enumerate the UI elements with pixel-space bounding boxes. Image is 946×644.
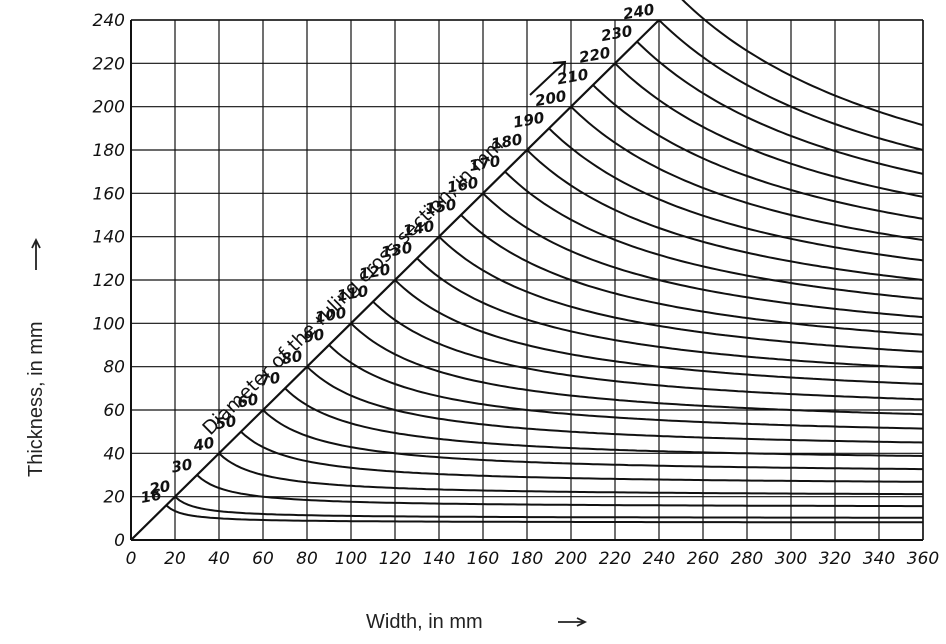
curve-label: 190 (512, 109, 546, 132)
y-axis-arrow-icon (31, 237, 41, 270)
x-tick-label: 320 (819, 549, 851, 569)
curve-label: 200 (534, 87, 568, 110)
diagonal-label: Diameter of the ruling cross section, in… (198, 134, 508, 440)
x-tick-label: 180 (511, 549, 543, 569)
curve-d210 (592, 84, 924, 220)
curve-d70 (284, 387, 924, 457)
curve-label: 110 (336, 282, 370, 305)
curve-label: 170 (468, 152, 502, 175)
y-tick-label: 140 (93, 228, 125, 248)
curve-d150 (460, 214, 924, 336)
x-tick-label: 140 (423, 549, 455, 569)
curve-label: 130 (380, 239, 414, 262)
curve-d20 (174, 495, 923, 519)
y-tick-label: 20 (103, 488, 125, 508)
x-tick-label: 340 (863, 549, 895, 569)
x-tick-label: 120 (379, 549, 411, 569)
x-axis-title: Width, in mm (366, 611, 483, 633)
curve-d90 (328, 344, 924, 430)
x-tick-label: 280 (731, 549, 763, 569)
curve-d100 (350, 322, 924, 416)
curve-label: 240 (622, 0, 656, 23)
curve-d220 (614, 62, 924, 198)
curve-d190 (548, 127, 924, 262)
curve-label: 16 (139, 486, 163, 507)
x-tick-label: 160 (467, 549, 499, 569)
y-tick-label: 200 (93, 98, 125, 118)
x-tick-label: 60 (252, 549, 274, 569)
curve-label: 80 (280, 347, 304, 368)
curve-label: 60 (236, 390, 260, 411)
curve-d140 (438, 235, 924, 353)
curve-d160 (482, 192, 924, 319)
y-tick-label: 80 (103, 358, 125, 378)
x-tick-label: 240 (643, 549, 675, 569)
curve-label: 160 (446, 174, 480, 197)
curve-d200 (570, 105, 924, 241)
curve-d130 (416, 257, 924, 370)
curve-label: 40 (191, 434, 216, 456)
x-axis-arrow-icon (558, 617, 588, 627)
curve-label: 140 (402, 217, 436, 240)
x-tick-label: 260 (687, 549, 719, 569)
y-tick-label: 120 (93, 271, 125, 291)
x-tick-label: 80 (296, 549, 318, 569)
curve-d180 (526, 149, 924, 281)
x-tick-label: 0 (126, 549, 137, 569)
y-tick-label: 60 (103, 401, 125, 421)
curve-label: 180 (490, 130, 524, 153)
curves (165, 0, 924, 524)
curve-label: 220 (578, 44, 612, 67)
curve-label: 120 (358, 260, 392, 283)
x-tick-label: 220 (599, 549, 631, 569)
curve-d80 (306, 365, 924, 444)
x-tick-label: 100 (335, 549, 367, 569)
curve-label: 150 (424, 195, 458, 218)
curve-label: 90 (302, 325, 326, 346)
curve-d110 (372, 300, 924, 401)
y-tick-label: 220 (93, 54, 125, 74)
y-tick-label: 160 (93, 184, 125, 204)
curve-d60 (262, 409, 923, 471)
y-tick-label: 40 (103, 444, 125, 464)
curve-d240 (658, 19, 924, 151)
curve-d30 (196, 474, 923, 508)
curve-d50 (240, 430, 923, 483)
x-tick-label: 20 (164, 549, 186, 569)
curve-d120 (394, 279, 924, 385)
curve-label: 50 (214, 412, 238, 433)
curve-d250 (681, 0, 924, 127)
curve-label: 20 (148, 477, 172, 498)
x-tick-label: 40 (208, 549, 230, 569)
curve-label: 30 (170, 455, 194, 476)
y-tick-label: 0 (114, 531, 125, 551)
diagonal-arrow-icon (529, 60, 567, 96)
y-tick-label: 180 (93, 141, 125, 161)
x-tick-label: 300 (775, 549, 807, 569)
x-tick-label: 360 (907, 549, 939, 569)
tick-labels: 0 20 40 60 80 100 120 140 160 180 200 220 240 260 280 3… (93, 11, 940, 569)
curve-d16 (165, 504, 923, 524)
curve-d40 (218, 452, 923, 496)
curve-label: 100 (314, 304, 348, 327)
y-tick-label: 100 (93, 314, 125, 334)
x-tick-label: 200 (555, 549, 587, 569)
curve-label: 70 (258, 369, 282, 390)
curve-label: 230 (600, 22, 634, 45)
curve-label: 210 (556, 65, 590, 88)
y-axis-title: Thickness, in mm (25, 321, 47, 477)
curve-d170 (504, 170, 924, 300)
y-tick-label: 240 (93, 11, 125, 31)
curve-d230 (636, 40, 924, 175)
